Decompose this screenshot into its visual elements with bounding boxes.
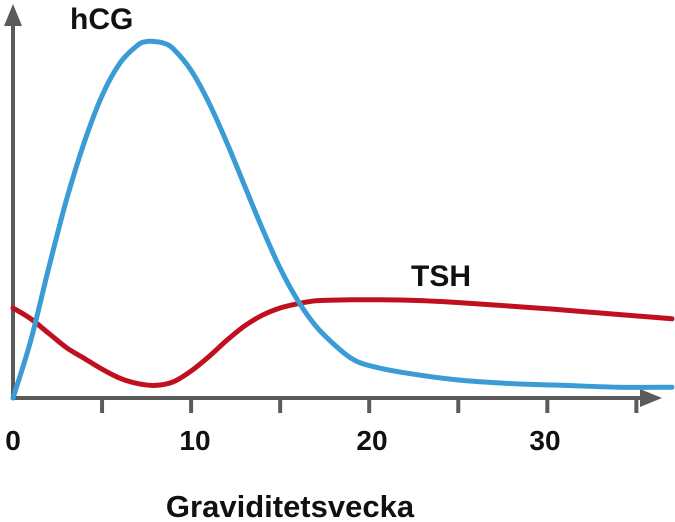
x-axis-arrowhead [640, 389, 662, 407]
hcg-series-label: hCG [70, 3, 133, 36]
series-line-tsh [10, 297, 675, 388]
series-line-hcg [10, 38, 675, 401]
x-tick-label-30: 30 [529, 425, 560, 456]
x-tick-label-10: 10 [179, 425, 210, 456]
tsh-series-label: TSH [411, 260, 471, 293]
x-tick-label-20: 20 [356, 425, 387, 456]
series-group [10, 38, 675, 401]
x-axis-ticks [100, 398, 639, 413]
x-axis-title: Graviditetsvecka [166, 489, 415, 522]
x-tick-label-0: 0 [5, 425, 21, 456]
y-axis-arrowhead [4, 4, 22, 26]
